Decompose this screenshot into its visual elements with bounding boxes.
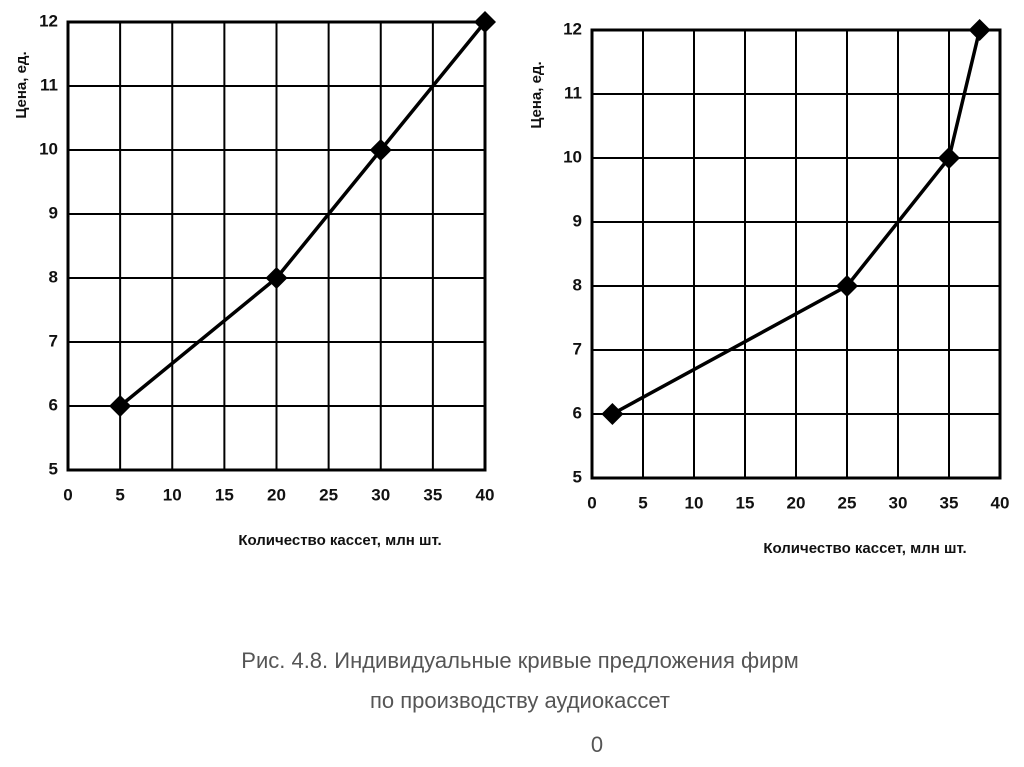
x-tick-label: 5 <box>638 493 647 512</box>
x-tick-label: 30 <box>889 493 908 512</box>
caption-line: Рис. 4.8. Индивидуальные кривые предложе… <box>241 648 798 673</box>
y-tick-label: 11 <box>40 75 58 94</box>
y-tick-label: 8 <box>573 275 582 294</box>
y-tick-label: 8 <box>49 267 58 286</box>
y-tick-label: 7 <box>573 339 582 358</box>
y-tick-label: 9 <box>573 211 582 230</box>
x-tick-label: 25 <box>838 493 857 512</box>
y-tick-label: 6 <box>49 395 58 414</box>
y-axis-label: Цена, ед. <box>528 61 545 128</box>
caption-line: по производству аудиокассет <box>370 688 670 713</box>
x-tick-label: 10 <box>163 485 182 504</box>
x-tick-label: 15 <box>215 485 234 504</box>
y-tick-label: 5 <box>49 459 58 478</box>
y-tick-label: 11 <box>564 83 582 102</box>
diamond-marker <box>109 395 132 417</box>
x-tick-label: 40 <box>476 485 495 504</box>
x-tick-label: 0 <box>63 485 72 504</box>
diamond-marker <box>938 147 960 169</box>
x-tick-label: 25 <box>319 485 338 504</box>
plot-frame <box>590 28 1002 480</box>
y-tick-label: 9 <box>49 203 58 222</box>
diamond-marker <box>474 11 496 33</box>
x-tick-label: 5 <box>115 485 124 504</box>
x-tick-label: 0 <box>587 493 596 512</box>
x-tick-label: 20 <box>787 493 806 512</box>
x-tick-label: 10 <box>685 493 704 512</box>
x-tick-label: 40 <box>991 493 1010 512</box>
y-tick-label: 10 <box>39 139 58 158</box>
x-tick-label: 20 <box>267 485 286 504</box>
y-tick-label: 10 <box>563 147 582 166</box>
y-axis-label: Цена, ед. <box>13 51 30 118</box>
x-axis-label: Количество кассет, млн шт. <box>238 532 441 549</box>
x-tick-label: 30 <box>371 485 390 504</box>
diamond-marker <box>369 139 392 161</box>
diamond-marker <box>836 275 858 297</box>
plot-frame <box>66 20 487 472</box>
y-tick-label: 6 <box>573 403 582 422</box>
diamond-marker <box>265 267 288 289</box>
x-tick-label: 15 <box>736 493 755 512</box>
x-tick-label: 35 <box>423 485 442 504</box>
data-line <box>119 20 487 408</box>
x-tick-label: 35 <box>940 493 959 512</box>
y-tick-label: 12 <box>563 19 582 38</box>
x-axis-label: Количество кассет, млн шт. <box>763 540 966 557</box>
diamond-marker <box>601 403 624 425</box>
y-tick-label: 5 <box>573 467 582 486</box>
diamond-marker <box>968 19 991 41</box>
y-tick-label: 7 <box>49 331 58 350</box>
y-tick-label: 12 <box>39 11 58 30</box>
caption-line: 0 <box>591 732 603 757</box>
data-line <box>611 29 982 416</box>
